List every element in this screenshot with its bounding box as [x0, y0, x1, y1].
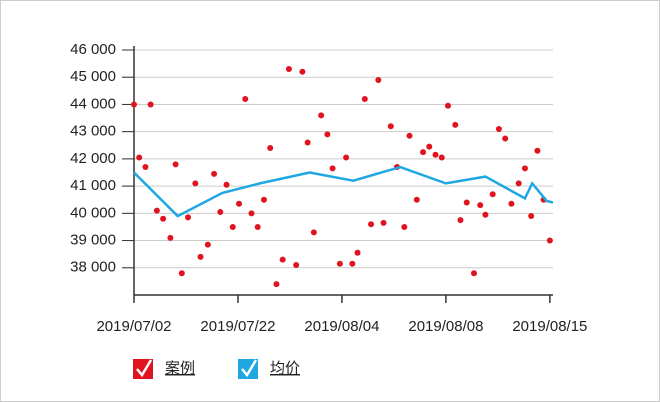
point	[136, 154, 143, 161]
y-tick-label: 41 000	[70, 177, 116, 194]
y-tick-label: 45 000	[70, 68, 116, 85]
point	[192, 180, 199, 187]
point	[299, 68, 306, 75]
point	[508, 200, 515, 207]
point	[254, 223, 261, 230]
point	[528, 213, 535, 220]
point	[515, 180, 522, 187]
point	[349, 260, 356, 267]
y-tick-label: 38 000	[70, 259, 116, 276]
point	[375, 76, 382, 83]
point	[324, 131, 331, 138]
point	[413, 196, 420, 203]
point	[279, 256, 286, 263]
point	[197, 253, 204, 260]
point	[178, 270, 185, 277]
point	[260, 196, 267, 203]
point	[489, 191, 496, 198]
point	[267, 145, 274, 151]
point	[477, 202, 484, 209]
y-tick-label: 40 000	[70, 204, 116, 221]
point	[354, 249, 361, 256]
legend-check	[136, 359, 153, 378]
point	[495, 125, 502, 132]
point	[457, 217, 464, 224]
point	[273, 281, 280, 288]
x-tick-label: 2019/07/02	[96, 318, 171, 335]
point	[167, 234, 174, 241]
line	[133, 165, 554, 218]
point	[470, 270, 477, 277]
point	[420, 149, 427, 156]
point	[426, 143, 433, 150]
point	[438, 154, 445, 161]
point	[452, 121, 459, 128]
point	[304, 139, 311, 146]
y-tick-label: 42 000	[70, 150, 116, 167]
point	[229, 223, 236, 230]
point	[361, 96, 368, 102]
point	[172, 161, 179, 168]
point	[368, 221, 375, 228]
y-tick-label: 43 000	[70, 123, 116, 140]
point	[285, 66, 292, 73]
point	[242, 96, 249, 102]
point	[406, 132, 413, 139]
y-tick-label: 39 000	[70, 232, 116, 249]
point	[546, 237, 553, 244]
point	[401, 223, 408, 230]
point	[463, 199, 470, 206]
legend-label: 案例	[165, 359, 195, 377]
y-tick-label: 46 000	[70, 41, 116, 58]
point	[211, 170, 218, 177]
legend-label: 均价	[270, 360, 300, 377]
point	[310, 229, 317, 236]
point	[223, 181, 230, 188]
point	[293, 262, 300, 269]
point	[142, 164, 149, 171]
point	[343, 154, 350, 161]
point	[153, 207, 160, 214]
point	[336, 260, 343, 267]
point	[147, 101, 154, 108]
point	[521, 165, 528, 172]
point	[502, 135, 509, 142]
point	[318, 112, 325, 119]
point	[160, 215, 167, 222]
point	[329, 165, 336, 172]
point	[482, 211, 489, 218]
point	[131, 101, 137, 108]
point	[444, 102, 451, 109]
x-tick-label: 2019/08/04	[304, 318, 379, 335]
point	[534, 147, 541, 154]
point	[432, 151, 439, 158]
point	[236, 200, 243, 207]
legend-check	[241, 359, 258, 378]
x-tick-label: 2019/07/22	[200, 318, 275, 335]
point	[248, 210, 255, 217]
x-tick-label: 2019/08/15	[512, 318, 587, 335]
point	[185, 214, 192, 221]
point	[380, 219, 387, 226]
point	[217, 208, 224, 215]
y-tick-label: 44 000	[70, 95, 116, 112]
point	[204, 241, 211, 248]
x-tick-label: 2019/08/08	[408, 318, 483, 335]
point	[387, 123, 394, 130]
